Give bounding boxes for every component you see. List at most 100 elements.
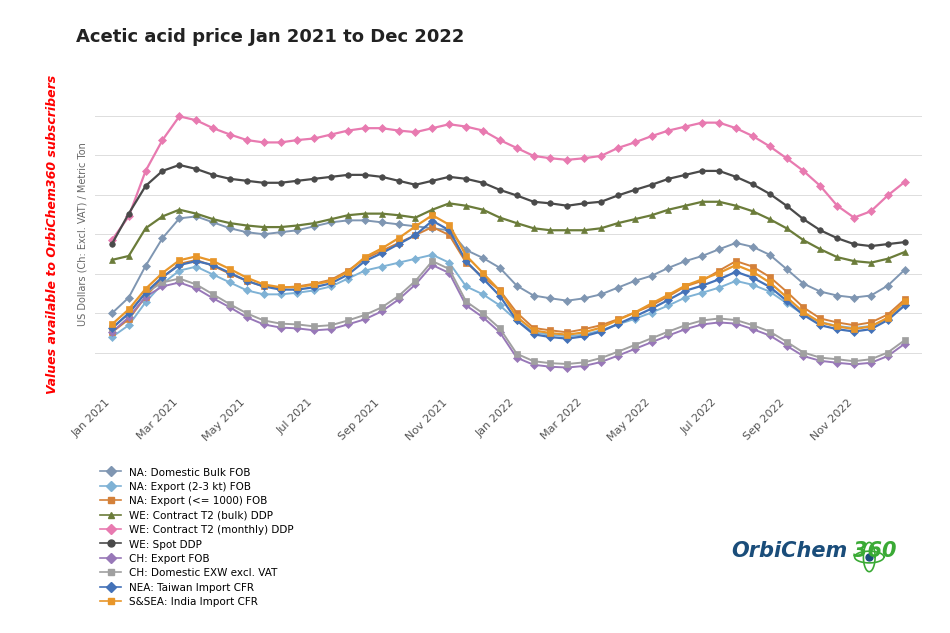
NA: Export (<= 1000) FOB: (4, 425): Export (<= 1000) FOB: (4, 425) [174, 260, 185, 268]
Text: Values available to OrbiChem360 subscribers: Values available to OrbiChem360 subscrib… [47, 75, 59, 394]
CH: Export FOB: (45, 175): Export FOB: (45, 175) [865, 359, 877, 367]
NEA: Taiwan Import CFR: (13, 376): Taiwan Import CFR: (13, 376) [326, 280, 337, 287]
WE: Contract T2 (monthly) DDP: (3, 738): Contract T2 (monthly) DDP: (3, 738) [157, 136, 168, 144]
CH: Export FOB: (31, 210): Export FOB: (31, 210) [629, 345, 640, 353]
NEA: Taiwan Import CFR: (9, 368): Taiwan Import CFR: (9, 368) [258, 282, 270, 290]
NA: Export (2-3 kt) FOB: (17, 428): Export (2-3 kt) FOB: (17, 428) [393, 259, 405, 266]
WE: Spot DDP: (12, 640): Spot DDP: (12, 640) [309, 175, 320, 182]
CH: Domestic EXW excl. VAT: (31, 220): Domestic EXW excl. VAT: (31, 220) [629, 341, 640, 349]
NA: Domestic Bulk FOB: (25, 345): Domestic Bulk FOB: (25, 345) [528, 292, 540, 299]
WE: Spot DDP: (30, 598): Spot DDP: (30, 598) [612, 192, 623, 199]
CH: Domestic EXW excl. VAT: (29, 187): Domestic EXW excl. VAT: (29, 187) [596, 354, 607, 362]
Line: CH: Domestic EXW excl. VAT: CH: Domestic EXW excl. VAT [109, 258, 907, 367]
S&SEA: India Import CFR: (15, 442): India Import CFR: (15, 442) [359, 253, 371, 261]
NEA: Taiwan Import CFR: (43, 260): Taiwan Import CFR: (43, 260) [831, 325, 843, 333]
NA: Domestic Bulk FOB: (20, 510): Domestic Bulk FOB: (20, 510) [444, 227, 455, 234]
NA: Export (2-3 kt) FOB: (3, 375): Export (2-3 kt) FOB: (3, 375) [157, 280, 168, 287]
S&SEA: India Import CFR: (45, 267): India Import CFR: (45, 267) [865, 323, 877, 330]
NEA: Taiwan Import CFR: (12, 366): Taiwan Import CFR: (12, 366) [309, 284, 320, 291]
WE: Contract T2 (bulk) DDP: (43, 442): Contract T2 (bulk) DDP: (43, 442) [831, 253, 843, 261]
S&SEA: India Import CFR: (38, 405): India Import CFR: (38, 405) [747, 268, 758, 275]
WE: Contract T2 (monthly) DDP: (15, 768): Contract T2 (monthly) DDP: (15, 768) [359, 124, 371, 132]
NEA: Taiwan Import CFR: (33, 334): Taiwan Import CFR: (33, 334) [663, 296, 674, 304]
NA: Export (2-3 kt) FOB: (11, 352): Export (2-3 kt) FOB: (11, 352) [292, 289, 303, 297]
WE: Contract T2 (bulk) DDP: (34, 572): Contract T2 (bulk) DDP: (34, 572) [679, 202, 691, 210]
WE: Contract T2 (bulk) DDP: (30, 528): Contract T2 (bulk) DDP: (30, 528) [612, 220, 623, 227]
Line: CH: Export FOB: CH: Export FOB [109, 262, 907, 370]
NA: Export (2-3 kt) FOB: (47, 320): Export (2-3 kt) FOB: (47, 320) [899, 302, 910, 310]
NA: Export (2-3 kt) FOB: (46, 286): Export (2-3 kt) FOB: (46, 286) [882, 315, 893, 323]
S&SEA: India Import CFR: (43, 267): India Import CFR: (43, 267) [831, 323, 843, 330]
WE: Spot DDP: (47, 480): Spot DDP: (47, 480) [899, 239, 910, 246]
CH: Domestic EXW excl. VAT: (14, 282): Domestic EXW excl. VAT: (14, 282) [342, 316, 353, 324]
NA: Export (2-3 kt) FOB: (1, 270): Export (2-3 kt) FOB: (1, 270) [124, 322, 135, 329]
CH: Domestic EXW excl. VAT: (39, 254): Domestic EXW excl. VAT: (39, 254) [764, 328, 775, 335]
S&SEA: India Import CFR: (21, 446): India Import CFR: (21, 446) [461, 252, 472, 260]
S&SEA: India Import CFR: (12, 373): India Import CFR: (12, 373) [309, 280, 320, 288]
WE: Contract T2 (bulk) DDP: (2, 515): Contract T2 (bulk) DDP: (2, 515) [140, 225, 151, 232]
NA: Domestic Bulk FOB: (24, 370): Domestic Bulk FOB: (24, 370) [511, 282, 522, 289]
S&SEA: India Import CFR: (7, 412): India Import CFR: (7, 412) [224, 265, 236, 273]
CH: Export FOB: (16, 305): Export FOB: (16, 305) [376, 308, 388, 315]
S&SEA: India Import CFR: (4, 434): India Import CFR: (4, 434) [174, 256, 185, 264]
WE: Spot DDP: (23, 612): Spot DDP: (23, 612) [494, 186, 505, 194]
NA: Export (2-3 kt) FOB: (24, 282): Export (2-3 kt) FOB: (24, 282) [511, 316, 522, 324]
NA: Export (<= 1000) FOB: (40, 355): Export (<= 1000) FOB: (40, 355) [781, 288, 792, 296]
WE: Contract T2 (monthly) DDP: (37, 768): Contract T2 (monthly) DDP: (37, 768) [731, 124, 742, 132]
WE: Contract T2 (monthly) DDP: (41, 660): Contract T2 (monthly) DDP: (41, 660) [798, 167, 809, 175]
NA: Export (2-3 kt) FOB: (38, 372): Export (2-3 kt) FOB: (38, 372) [747, 281, 758, 289]
CH: Export FOB: (1, 290): Export FOB: (1, 290) [124, 313, 135, 321]
Line: WE: Contract T2 (bulk) DDP: WE: Contract T2 (bulk) DDP [108, 198, 908, 266]
NA: Export (2-3 kt) FOB: (30, 272): Export (2-3 kt) FOB: (30, 272) [612, 321, 623, 329]
NA: Domestic Bulk FOB: (16, 530): Domestic Bulk FOB: (16, 530) [376, 218, 388, 226]
WE: Spot DDP: (5, 665): Spot DDP: (5, 665) [191, 165, 202, 173]
WE: Spot DDP: (0, 475): Spot DDP: (0, 475) [106, 241, 118, 248]
NEA: Taiwan Import CFR: (10, 360): Taiwan Import CFR: (10, 360) [275, 285, 286, 293]
WE: Contract T2 (bulk) DDP: (19, 562): Contract T2 (bulk) DDP: (19, 562) [427, 206, 438, 213]
NA: Export (<= 1000) FOB: (32, 320): Export (<= 1000) FOB: (32, 320) [646, 302, 657, 310]
S&SEA: India Import CFR: (17, 490): India Import CFR: (17, 490) [393, 234, 405, 242]
CH: Domestic EXW excl. VAT: (27, 172): Domestic EXW excl. VAT: (27, 172) [561, 360, 573, 368]
WE: Spot DDP: (31, 612): Spot DDP: (31, 612) [629, 186, 640, 194]
NA: Export (<= 1000) FOB: (44, 270): Export (<= 1000) FOB: (44, 270) [848, 322, 860, 329]
S&SEA: India Import CFR: (9, 373): India Import CFR: (9, 373) [258, 280, 270, 288]
NA: Export (2-3 kt) FOB: (39, 355): Export (2-3 kt) FOB: (39, 355) [764, 288, 775, 296]
S&SEA: India Import CFR: (18, 520): India Import CFR: (18, 520) [409, 223, 421, 230]
WE: Spot DDP: (34, 650): Spot DDP: (34, 650) [679, 171, 691, 179]
CH: Export FOB: (12, 257): Export FOB: (12, 257) [309, 327, 320, 334]
S&SEA: India Import CFR: (32, 325): India Import CFR: (32, 325) [646, 299, 657, 307]
NEA: Taiwan Import CFR: (38, 390): Taiwan Import CFR: (38, 390) [747, 274, 758, 282]
NEA: Taiwan Import CFR: (45, 260): Taiwan Import CFR: (45, 260) [865, 325, 877, 333]
S&SEA: India Import CFR: (10, 366): India Import CFR: (10, 366) [275, 284, 286, 291]
NA: Export (2-3 kt) FOB: (45, 268): Export (2-3 kt) FOB: (45, 268) [865, 322, 877, 330]
S&SEA: India Import CFR: (25, 257): India Import CFR: (25, 257) [528, 327, 540, 334]
WE: Contract T2 (monthly) DDP: (22, 762): Contract T2 (monthly) DDP: (22, 762) [477, 127, 488, 134]
S&SEA: India Import CFR: (39, 378): India Import CFR: (39, 378) [764, 279, 775, 286]
S&SEA: India Import CFR: (27, 246): India Import CFR: (27, 246) [561, 331, 573, 339]
S&SEA: India Import CFR: (37, 422): India Import CFR: (37, 422) [731, 261, 742, 269]
NA: Domestic Bulk FOB: (18, 520): Domestic Bulk FOB: (18, 520) [409, 223, 421, 230]
CH: Domestic EXW excl. VAT: (16, 315): Domestic EXW excl. VAT: (16, 315) [376, 304, 388, 311]
WE: Spot DDP: (46, 475): Spot DDP: (46, 475) [882, 241, 893, 248]
NA: Export (2-3 kt) FOB: (37, 382): Export (2-3 kt) FOB: (37, 382) [731, 277, 742, 285]
NEA: Taiwan Import CFR: (21, 432): Taiwan Import CFR: (21, 432) [461, 257, 472, 265]
NA: Export (2-3 kt) FOB: (27, 242): Export (2-3 kt) FOB: (27, 242) [561, 332, 573, 340]
Line: WE: Spot DDP: WE: Spot DDP [109, 162, 907, 249]
NEA: Taiwan Import CFR: (31, 292): Taiwan Import CFR: (31, 292) [629, 313, 640, 320]
WE: Contract T2 (bulk) DDP: (18, 542): Contract T2 (bulk) DDP: (18, 542) [409, 214, 421, 222]
NA: Domestic Bulk FOB: (32, 395): Domestic Bulk FOB: (32, 395) [646, 272, 657, 280]
NA: Domestic Bulk FOB: (9, 500): Domestic Bulk FOB: (9, 500) [258, 230, 270, 238]
NA: Domestic Bulk FOB: (23, 415): Domestic Bulk FOB: (23, 415) [494, 264, 505, 272]
CH: Export FOB: (37, 274): Export FOB: (37, 274) [731, 320, 742, 327]
WE: Contract T2 (bulk) DDP: (46, 438): Contract T2 (bulk) DDP: (46, 438) [882, 255, 893, 263]
CH: Domestic EXW excl. VAT: (21, 330): Domestic EXW excl. VAT: (21, 330) [461, 298, 472, 305]
NA: Domestic Bulk FOB: (47, 410): Domestic Bulk FOB: (47, 410) [899, 266, 910, 273]
NA: Export (2-3 kt) FOB: (7, 378): Export (2-3 kt) FOB: (7, 378) [224, 279, 236, 286]
NEA: Taiwan Import CFR: (7, 402): Taiwan Import CFR: (7, 402) [224, 269, 236, 277]
CH: Export FOB: (35, 272): Export FOB: (35, 272) [696, 321, 708, 329]
CH: Domestic EXW excl. VAT: (11, 272): Domestic EXW excl. VAT: (11, 272) [292, 321, 303, 329]
NEA: Taiwan Import CFR: (42, 270): Taiwan Import CFR: (42, 270) [814, 322, 826, 329]
CH: Domestic EXW excl. VAT: (22, 300): Domestic EXW excl. VAT: (22, 300) [477, 310, 488, 317]
S&SEA: India Import CFR: (35, 386): India Import CFR: (35, 386) [696, 275, 708, 283]
Line: NA: Export (2-3 kt) FOB: NA: Export (2-3 kt) FOB [109, 252, 907, 340]
